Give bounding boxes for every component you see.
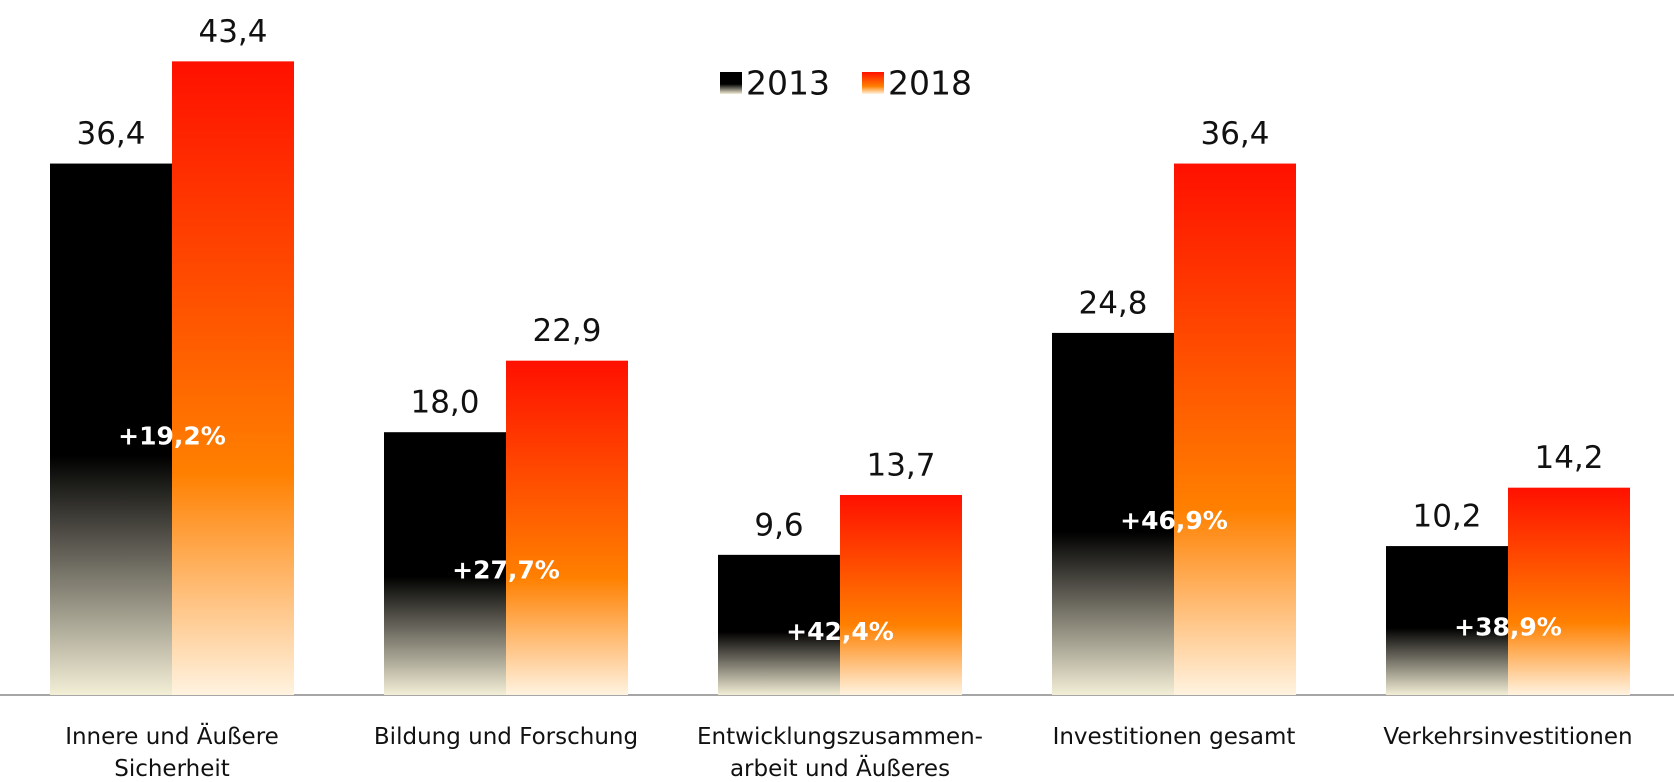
- change-annotation: +38,9%: [1454, 613, 1562, 642]
- legend-label: 2018: [888, 64, 972, 103]
- x-tick-label: Investitionen gesamt: [1053, 724, 1296, 750]
- change-annotation: +46,9%: [1120, 506, 1228, 535]
- x-tick-label-line: arbeit und Äußeres: [730, 754, 950, 782]
- value-label: 10,2: [1412, 499, 1481, 535]
- x-tick-label-line: Sicherheit: [114, 756, 230, 782]
- x-tick-label-line: Entwicklungszusammen-: [697, 724, 983, 750]
- bar: [384, 432, 506, 695]
- value-label: 36,4: [1200, 116, 1269, 152]
- x-tick-label: Innere und Äußere Sicherheit: [65, 722, 279, 782]
- bar: [172, 61, 294, 696]
- value-label: 22,9: [532, 313, 601, 349]
- bar: [840, 494, 962, 695]
- legend-swatch: [861, 72, 884, 94]
- legend-swatch: [720, 72, 742, 94]
- change-annotation: +19,2%: [118, 421, 226, 450]
- legend-label: 2013: [746, 64, 830, 103]
- bar: [1386, 546, 1508, 695]
- x-tick-label-line: Investitionen gesamt: [1053, 724, 1296, 750]
- value-label: 43,4: [198, 14, 267, 50]
- bar: [1174, 163, 1296, 695]
- value-label: 9,6: [754, 507, 803, 543]
- change-annotation: +27,7%: [452, 556, 560, 585]
- change-annotation: +42,4%: [786, 617, 894, 646]
- x-tick-label-line: Innere und Äußere: [65, 722, 279, 750]
- x-tick-label: Bildung und Forschung: [374, 724, 638, 750]
- value-label: 36,4: [76, 116, 145, 152]
- bar: [506, 360, 628, 695]
- bar: [50, 163, 172, 695]
- value-label: 13,7: [866, 447, 935, 483]
- x-tick-label: Verkehrsinvestitionen: [1383, 724, 1632, 750]
- value-label: 18,0: [410, 385, 479, 421]
- value-label: 14,2: [1534, 440, 1603, 476]
- x-tick-label-line: Bildung und Forschung: [374, 724, 638, 750]
- bar: [1508, 487, 1630, 695]
- value-label: 24,8: [1078, 285, 1147, 321]
- bar: [1052, 332, 1174, 695]
- bar: [718, 554, 840, 695]
- x-tick-label: Entwicklungszusammen-arbeit und Äußeres: [697, 724, 983, 782]
- x-tick-label-line: Verkehrsinvestitionen: [1383, 724, 1632, 750]
